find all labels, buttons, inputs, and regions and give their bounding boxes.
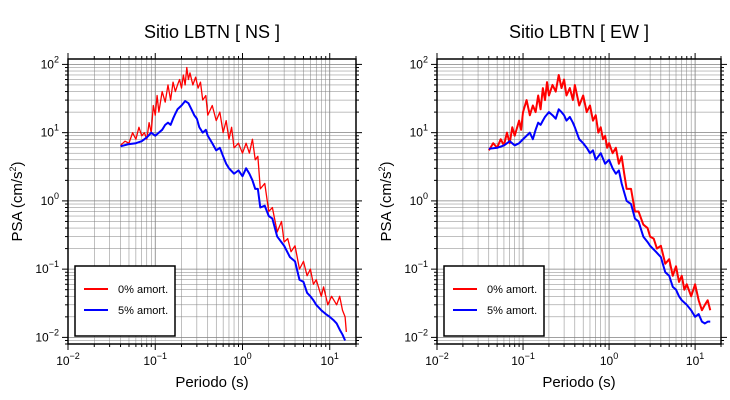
tick-exponent: 2: [423, 54, 428, 64]
tick-base: 10: [321, 354, 335, 368]
tick-base: 10: [511, 354, 525, 368]
y-tick-label: 102: [410, 54, 428, 71]
tick-base: 10: [404, 262, 418, 276]
tick-base: 10: [410, 126, 424, 140]
y-tick-label: 10−2: [35, 327, 59, 344]
plot-frame: [436, 58, 722, 345]
legend-label: 5% amort.: [487, 305, 537, 317]
y-tick-label: 102: [41, 54, 59, 71]
legend: 0% amort. 5% amort.: [74, 265, 176, 337]
tick-exponent: −1: [418, 259, 428, 269]
tick-exponent: −1: [525, 351, 535, 361]
tick-exponent: −2: [418, 327, 428, 337]
y-tick-label: 100: [410, 191, 428, 208]
legend-box: [74, 265, 176, 337]
y-tick-label: 101: [41, 123, 59, 140]
tick-exponent: 0: [54, 191, 59, 201]
tick-exponent: 1: [334, 351, 339, 361]
y-axis-label: PSA (cm/s2): [377, 161, 395, 241]
tick-exponent: −2: [439, 351, 449, 361]
tick-base: 10: [600, 354, 614, 368]
y-tick-label: 10−2: [404, 327, 428, 344]
tick-exponent: −1: [49, 259, 59, 269]
x-tick-label: 10−1: [143, 351, 167, 368]
x-tick-label: 10−1: [511, 351, 535, 368]
y-tick-label: 10−1: [404, 259, 428, 276]
tick-base: 10: [410, 57, 424, 71]
y-label-exponent: 2: [8, 166, 18, 171]
tick-base: 10: [41, 57, 55, 71]
grid-lines: [67, 59, 357, 345]
tick-base: 10: [410, 194, 424, 208]
y-label-exponent: 2: [377, 166, 387, 171]
tick-base: 10: [35, 262, 49, 276]
legend-box: [443, 265, 545, 337]
plot-frame: [67, 58, 357, 345]
series-line-undamped: [120, 66, 347, 333]
tick-exponent: 1: [423, 123, 428, 133]
x-tick-label: 100: [233, 351, 251, 368]
series-line-damped: [488, 108, 711, 325]
tick-base: 10: [404, 330, 418, 344]
tick-base: 10: [425, 354, 439, 368]
chart-title: Sitio LBTN [ NS ]: [144, 22, 280, 42]
series-line-damped: [120, 100, 347, 341]
series-line-undamped: [487, 73, 712, 312]
tick-base: 10: [233, 354, 247, 368]
legend: 0% amort. 5% amort.: [443, 265, 545, 337]
tick-exponent: −2: [70, 351, 80, 361]
y-axis-label: PSA (cm/s2): [8, 161, 26, 241]
y-tick-label: 101: [410, 123, 428, 140]
x-tick-label: 101: [321, 351, 339, 368]
legend-label: 0% amort.: [118, 284, 168, 296]
x-tick-label: 10−2: [56, 351, 80, 368]
tick-base: 10: [35, 330, 49, 344]
y-label-text: PSA (cm/s: [9, 172, 26, 242]
tick-exponent: 0: [423, 191, 428, 201]
tick-exponent: 0: [613, 351, 618, 361]
tick-exponent: 2: [54, 54, 59, 64]
tick-base: 10: [143, 354, 157, 368]
y-tick-label: 100: [41, 191, 59, 208]
y-tick-label: 10−1: [35, 259, 59, 276]
tick-base: 10: [56, 354, 70, 368]
tick-exponent: −1: [157, 351, 167, 361]
x-axis-label: Periodo (s): [542, 374, 615, 391]
legend-label: 5% amort.: [118, 305, 168, 317]
tick-base: 10: [41, 126, 55, 140]
tick-base: 10: [41, 194, 55, 208]
tick-exponent: 1: [699, 351, 704, 361]
tick-exponent: 0: [247, 351, 252, 361]
x-tick-label: 101: [686, 351, 704, 368]
legend-label: 0% amort.: [487, 284, 537, 296]
x-axis-label: Periodo (s): [175, 374, 248, 391]
tick-base: 10: [686, 354, 700, 368]
y-label-close: ): [378, 161, 395, 166]
x-tick-label: 100: [600, 351, 618, 368]
y-label-close: ): [9, 161, 26, 166]
tick-exponent: −2: [49, 327, 59, 337]
tick-exponent: 1: [54, 123, 59, 133]
chart-title: Sitio LBTN [ EW ]: [509, 22, 649, 42]
x-tick-label: 10−2: [425, 351, 449, 368]
y-label-text: PSA (cm/s: [378, 172, 395, 242]
